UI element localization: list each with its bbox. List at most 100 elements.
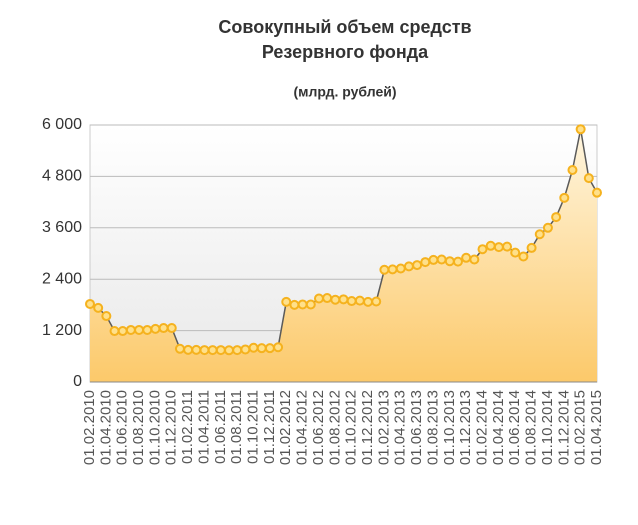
marker [526,242,537,253]
marker [542,222,553,233]
marker [183,344,194,355]
marker [551,212,562,223]
marker [534,229,545,240]
marker [452,256,463,267]
chart-subtitle: (млрд. рублей) [294,84,397,100]
marker [559,192,570,203]
marker [493,242,504,253]
marker [313,293,324,304]
y-tick-label: 6 000 [42,116,82,133]
x-tick-label: 01.02.2012 [277,390,294,465]
x-tick-label: 01.04.2015 [588,390,605,465]
x-tick-label: 01.04.2012 [294,390,311,465]
x-tick-label: 01.12.2014 [555,390,572,465]
marker [436,254,447,265]
marker [142,324,153,335]
marker [158,323,169,334]
marker [256,343,267,354]
marker [166,323,177,334]
marker [174,343,185,354]
y-tick-label: 3 600 [42,219,82,236]
area [90,129,597,382]
marker [592,187,602,198]
x-tick-label: 01.04.2013 [392,390,409,465]
marker [403,261,414,272]
x-tick-label: 01.06.2010 [114,390,131,465]
marker [248,342,259,353]
marker [85,298,95,309]
marker [567,164,578,175]
x-tick-label: 01.02.2015 [572,390,589,465]
marker [485,240,496,251]
y-tick-label: 2 400 [42,270,82,287]
marker [461,252,472,263]
marker [191,344,202,355]
marker [240,344,251,355]
chart-title: Совокупный объем средств [218,17,471,37]
marker [134,324,145,335]
marker [354,295,365,306]
marker [363,296,374,307]
marker [518,251,529,262]
x-tick-label: 01.04.2011 [195,390,212,464]
x-tick-label: 01.10.2014 [539,390,556,465]
x-tick-label: 01.02.2014 [473,390,490,465]
marker [330,294,341,305]
marker [101,311,112,322]
marker [575,124,586,135]
marker [207,345,218,356]
marker [322,293,333,304]
marker [469,254,480,265]
x-tick-label: 01.02.2011 [179,390,196,464]
marker [224,345,235,356]
marker [338,294,349,305]
marker [297,299,308,310]
marker [93,302,104,313]
marker [264,343,275,354]
marker [502,241,513,252]
x-tick-label: 01.08.2014 [523,390,540,465]
x-tick-label: 01.02.2013 [375,390,392,465]
x-tick-label: 01.08.2011 [228,390,245,464]
chart-title: Резервного фонда [262,42,429,62]
x-tick-label: 01.06.2013 [408,390,425,465]
x-tick-label: 01.12.2011 [261,390,278,464]
y-tick-label: 4 800 [42,168,82,185]
marker [583,173,594,184]
marker [289,299,300,310]
marker [109,326,120,337]
marker [150,323,161,334]
marker [371,296,382,307]
x-tick-label: 01.08.2013 [424,390,441,465]
x-tick-label: 01.12.2012 [359,390,376,465]
marker [428,254,439,265]
x-tick-label: 01.06.2014 [506,390,523,465]
marker [305,299,316,310]
x-tick-label: 01.10.2013 [441,390,458,465]
marker [420,257,431,268]
y-tick-label: 0 [73,373,82,390]
x-tick-label: 01.04.2014 [490,390,507,465]
x-tick-label: 01.06.2012 [310,390,327,465]
x-tick-label: 01.10.2011 [245,390,262,464]
marker [510,247,521,258]
x-tick-label: 01.06.2011 [212,390,229,464]
marker [117,326,128,337]
marker [273,342,284,353]
marker [281,296,292,307]
marker [395,263,406,274]
x-tick-label: 01.10.2012 [343,390,360,465]
marker [125,324,136,335]
x-tick-label: 01.10.2010 [146,390,163,465]
y-tick-label: 1 200 [42,322,82,339]
marker [387,264,398,275]
marker [412,260,423,271]
x-tick-label: 01.02.2010 [81,390,98,465]
x-tick-label: 01.12.2013 [457,390,474,465]
marker [444,256,455,267]
marker [232,345,243,356]
marker [379,264,390,275]
marker [477,244,488,255]
x-tick-label: 01.12.2010 [163,390,180,465]
